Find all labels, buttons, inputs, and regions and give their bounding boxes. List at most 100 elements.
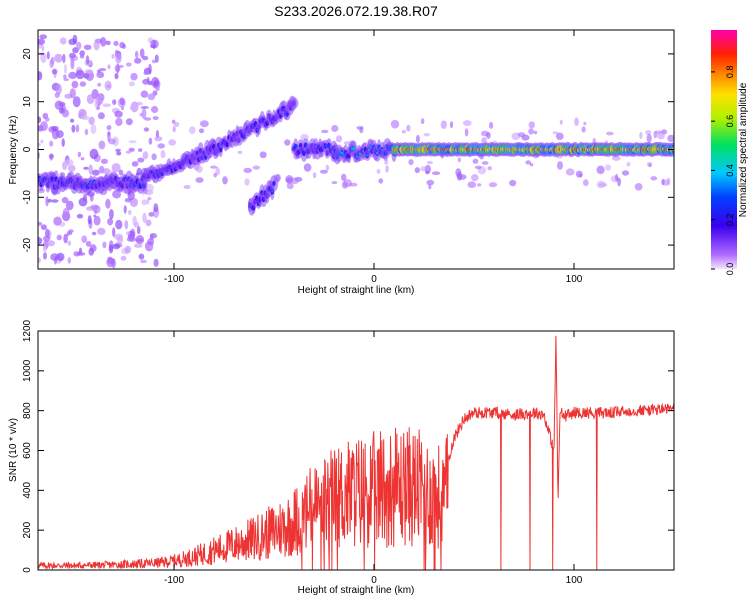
heatmap-ridge-cell	[292, 100, 296, 107]
heatmap-speckle	[89, 244, 97, 253]
heatmap-speckle	[79, 81, 87, 87]
heatmap-speckle	[102, 168, 111, 175]
heatmap-speckle	[38, 237, 43, 245]
heatmap-speckle	[121, 106, 125, 111]
tick-label: 20	[22, 48, 33, 60]
heatmap-layer	[38, 34, 674, 269]
chart-title: S233.2026.072.19.38.R07	[274, 3, 438, 19]
heatmap-speckle	[87, 215, 92, 225]
heatmap-speckle	[115, 219, 123, 230]
heatmap-speckle	[141, 199, 147, 206]
heatmap-speckle	[157, 143, 165, 149]
heatmap-speckle	[420, 166, 427, 172]
heatmap-speckle	[152, 116, 159, 121]
heatmap-speckle	[50, 253, 59, 261]
heatmap-speckle	[150, 44, 157, 49]
heatmap-speckle	[138, 148, 143, 152]
heatmap-speckle	[63, 78, 69, 82]
heatmap-speckle	[69, 52, 76, 59]
tick-label: 1000	[22, 359, 33, 382]
heatmap-speckle	[124, 245, 132, 254]
heatmap-speckle	[331, 125, 339, 132]
snr-y-ticks: 0 200 400 600 800 1000 1200	[22, 319, 674, 573]
tick-label: 0.6	[725, 115, 735, 128]
tick-label: 0.2	[725, 213, 735, 226]
heatmap-speckle	[135, 235, 145, 245]
heatmap-speckle	[463, 120, 472, 127]
heatmap-speckle	[331, 181, 338, 185]
heatmap-speckle	[81, 235, 88, 243]
heatmap-speckle	[67, 240, 72, 246]
heatmap-speckle	[141, 108, 147, 120]
heatmap-speckle	[621, 170, 630, 176]
heatmap-speckle	[89, 148, 99, 160]
heatmap-speckle	[114, 110, 123, 118]
heatmap-speckle	[149, 244, 154, 249]
heatmap-speckle	[426, 160, 433, 165]
heatmap-speckle	[140, 106, 149, 109]
heatmap-speckle	[84, 128, 89, 136]
heatmap-speckle	[38, 71, 43, 81]
heatmap-speckle	[134, 50, 139, 59]
heatmap-speckle	[42, 245, 47, 253]
heatmap-speckle	[70, 58, 75, 70]
heatmap-speckle	[118, 169, 124, 176]
heatmap-speckle	[77, 151, 82, 158]
heatmap-speckle	[148, 63, 152, 75]
heatmap-speckle	[574, 117, 579, 127]
heatmap-speckle	[105, 40, 111, 46]
heatmap-speckle	[581, 126, 586, 133]
snr-panel: -100 0 100 0 200 400 600 800 1000 1200 Height of…	[8, 319, 675, 596]
heatmap-speckle	[56, 234, 62, 241]
heatmap-speckle	[615, 173, 619, 182]
heatmap-speckle	[171, 119, 176, 124]
heatmap-speckle	[481, 161, 489, 165]
colorbar: 0.0 0.2 0.4 0.6 0.8 Normalized spectral ampl…	[711, 30, 749, 275]
tick-label: 400	[22, 482, 33, 499]
heatmap-speckle	[195, 177, 204, 183]
heatmap-speckle	[415, 134, 420, 144]
heatmap-speckle	[116, 236, 124, 244]
heatmap-speckle	[244, 178, 250, 186]
heatmap-speckle	[115, 148, 121, 152]
heatmap-speckle	[423, 133, 431, 137]
heatmap-speckle	[72, 96, 81, 108]
heatmap-speckle	[61, 196, 69, 204]
heatmap-speckle	[143, 127, 150, 132]
heatmap-speckle	[54, 53, 63, 63]
heatmap-speckle	[529, 163, 534, 167]
heatmap-speckle	[142, 151, 149, 160]
heatmap-speckle	[51, 199, 59, 203]
heatmap-speckle	[488, 182, 498, 188]
heatmap-speckle	[474, 165, 482, 170]
heatmap-speckle	[431, 171, 441, 175]
heatmap-speckle	[113, 40, 119, 47]
tick-label: -20	[22, 237, 33, 252]
heatmap-speckle	[56, 252, 65, 262]
heatmap-speckle	[107, 64, 111, 70]
heatmap-speckle	[303, 163, 312, 172]
tick-label: -100	[164, 274, 184, 285]
heatmap-speckle	[467, 181, 477, 188]
heatmap-speckle	[67, 257, 72, 264]
heatmap-speckle	[153, 203, 159, 213]
heatmap-speckle	[91, 231, 97, 236]
heatmap-speckle	[102, 241, 107, 249]
heatmap-speckle	[112, 190, 122, 199]
heatmap-speckle	[109, 209, 114, 220]
heatmap-speckle	[128, 210, 132, 215]
heatmap-speckle	[61, 109, 70, 118]
heatmap-speckle	[49, 59, 54, 69]
heatmap-speckle	[154, 136, 163, 142]
heatmap-speckle	[151, 153, 157, 161]
heatmap-speckle	[134, 57, 142, 64]
heatmap-speckle	[155, 86, 160, 92]
heatmap-speckle	[76, 213, 84, 219]
heatmap-speckle	[38, 142, 41, 147]
heatmap-speckle	[93, 214, 97, 218]
heatmap-speckle	[559, 119, 563, 125]
heatmap-speckle	[114, 64, 121, 73]
heatmap-speckle	[125, 231, 131, 235]
heatmap-speckle	[106, 125, 112, 131]
